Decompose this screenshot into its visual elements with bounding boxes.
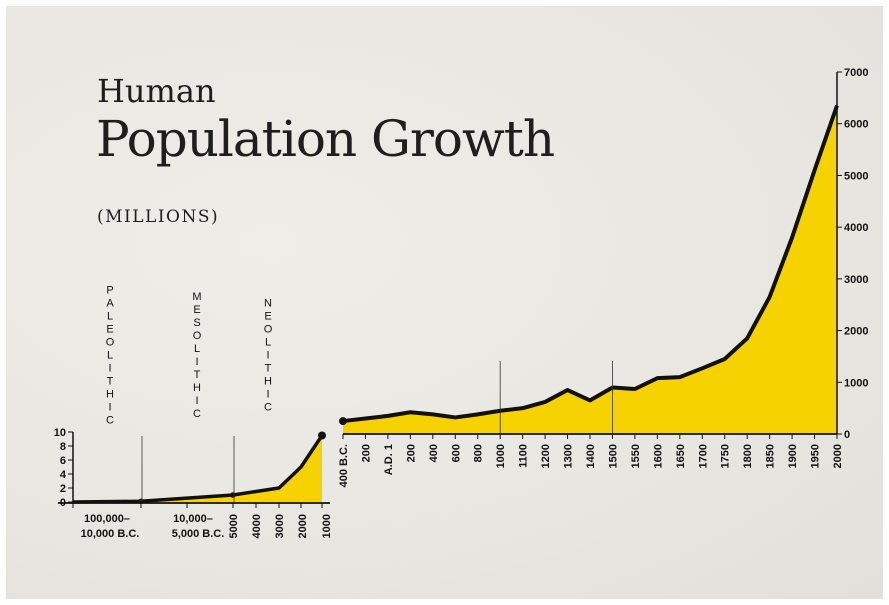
prehistoric-y-tick-label: 6 [60, 455, 66, 467]
historic-x-label: 1700 [697, 444, 709, 468]
historic-x-label: 1950 [810, 444, 822, 468]
prehistoric-series-line [72, 434, 324, 504]
historic-y-tick-label: 2000 [844, 326, 868, 338]
prehistoric-y-tick-label: 2 [60, 483, 66, 495]
historic-series-line [342, 104, 839, 424]
historic-y-tick-label: 1000 [844, 377, 868, 389]
historic-y-tick-label: 5000 [844, 170, 868, 182]
historic-x-label: 200 [360, 444, 372, 462]
prehistoric-x-label: 2000 [297, 514, 309, 538]
historic-x-label: 1400 [585, 444, 597, 468]
historic-x-label: 1750 [720, 444, 732, 468]
historic-x-label: 1500 [607, 444, 619, 468]
historic-x-label: 2000 [832, 444, 844, 468]
historic-y-tick-label: 3000 [844, 274, 868, 286]
prehistoric-y-tick-label: 4 [60, 469, 67, 481]
historic-y-tick-label: 6000 [844, 119, 868, 131]
era-label-mesolithic: MESOLITHIC [191, 291, 203, 421]
historic-x-label: 1650 [675, 444, 687, 468]
prehistoric-y-tick-label: 8 [60, 441, 66, 453]
historic-y-tick-label: 4000 [844, 222, 868, 234]
prehistoric-y-tick-label: 10 [54, 427, 66, 439]
prehistoric-x-label: 5,000 B.C. [172, 528, 225, 540]
historic-x-label: 1100 [518, 444, 530, 468]
historic-x-label: 200 [405, 444, 417, 462]
prehistoric-x-label: 4000 [251, 514, 263, 538]
chart-title-line1: Human [97, 72, 216, 110]
historic-x-label: 1300 [563, 444, 575, 468]
historic-area-fill [343, 105, 837, 434]
historic-x-label: 1200 [540, 444, 552, 468]
historic-x-label: 1550 [630, 444, 642, 468]
prehistoric-x-label: 10,000– [173, 513, 213, 525]
historic-x-label: 400 [428, 444, 440, 462]
historic-y-tick-label: 0 [844, 429, 850, 441]
historic-x-label: 1900 [787, 444, 799, 468]
prehistoric-x-label: 5000 [228, 514, 240, 538]
prehistoric-data-point [230, 492, 236, 498]
era-label-neolithic: NEOLITHIC [262, 298, 274, 415]
historic-y-tick-label: 7000 [844, 67, 868, 79]
historic-x-label: 1600 [652, 444, 664, 468]
prehistoric-x-label: 1000 [321, 514, 333, 538]
historic-x-label: 1850 [765, 444, 777, 468]
historic-x-label: 1000 [495, 444, 507, 468]
historic-x-label: A.D. 1 [383, 444, 395, 475]
chart-subtitle: (MILLIONS) [97, 207, 220, 227]
historic-x-label: 1800 [742, 444, 754, 468]
prehistoric-x-label: 100,000– [84, 513, 130, 525]
prehistoric-area-fill [73, 435, 322, 502]
prehistoric-data-point [318, 431, 326, 440]
historic-x-label: 400 B.C. [338, 444, 350, 487]
historic-x-label: 600 [450, 444, 462, 462]
era-label-paleolithic: PALEOLITHIC [104, 285, 116, 428]
historic-x-label: 800 [473, 444, 485, 462]
prehistoric-x-label: 10,000 B.C. [81, 528, 140, 540]
chart-title-line2: Population Growth [96, 110, 555, 168]
historic-start-point [339, 417, 347, 426]
prehistoric-x-label: 3000 [274, 514, 286, 538]
